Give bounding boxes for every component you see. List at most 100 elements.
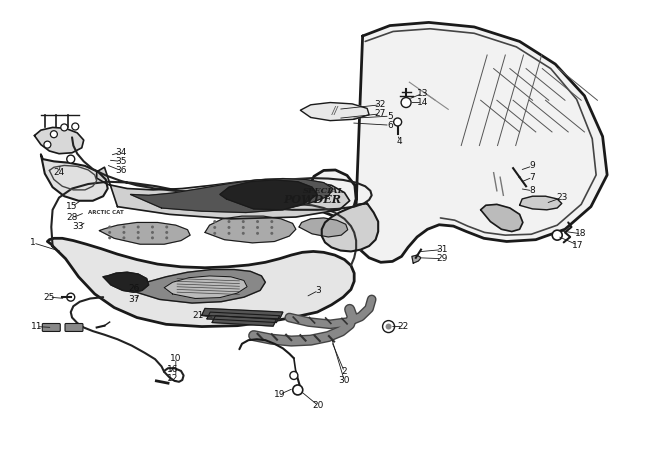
Circle shape xyxy=(44,141,51,148)
Text: ARCTIC CAT: ARCTIC CAT xyxy=(88,210,124,215)
Text: 13: 13 xyxy=(417,89,428,98)
Text: 15: 15 xyxy=(66,202,78,211)
Text: 7: 7 xyxy=(530,173,536,182)
Polygon shape xyxy=(220,180,317,210)
Circle shape xyxy=(136,226,140,228)
Polygon shape xyxy=(97,167,350,219)
Text: 31: 31 xyxy=(436,245,447,254)
FancyBboxPatch shape xyxy=(42,324,60,331)
Text: 3: 3 xyxy=(316,286,321,295)
Circle shape xyxy=(213,232,216,235)
Text: POWDER: POWDER xyxy=(283,194,341,205)
Circle shape xyxy=(401,98,411,108)
Text: 29: 29 xyxy=(436,254,447,263)
Polygon shape xyxy=(412,255,421,263)
Circle shape xyxy=(108,231,111,234)
Circle shape xyxy=(385,324,391,330)
Polygon shape xyxy=(300,103,369,121)
Circle shape xyxy=(213,226,216,229)
Circle shape xyxy=(213,220,216,223)
Text: 28: 28 xyxy=(66,213,78,222)
Text: 11: 11 xyxy=(31,322,42,331)
Circle shape xyxy=(122,231,125,234)
Circle shape xyxy=(136,237,140,239)
Circle shape xyxy=(72,123,79,130)
Text: 35: 35 xyxy=(115,157,127,166)
Circle shape xyxy=(242,226,245,229)
Circle shape xyxy=(122,237,125,239)
Polygon shape xyxy=(34,128,84,153)
Circle shape xyxy=(394,118,402,126)
Text: 17: 17 xyxy=(572,241,584,250)
Text: 14: 14 xyxy=(417,98,428,107)
Text: 1: 1 xyxy=(31,238,36,247)
Text: 8: 8 xyxy=(530,186,536,195)
Text: 2: 2 xyxy=(342,367,347,376)
Circle shape xyxy=(242,220,245,223)
Circle shape xyxy=(60,124,68,131)
Circle shape xyxy=(256,220,259,223)
Circle shape xyxy=(270,220,273,223)
Text: 37: 37 xyxy=(128,295,139,304)
Text: 32: 32 xyxy=(374,100,386,109)
Polygon shape xyxy=(299,218,348,237)
Text: 25: 25 xyxy=(44,293,55,301)
Text: 12: 12 xyxy=(167,374,178,383)
Circle shape xyxy=(136,231,140,234)
Text: 21: 21 xyxy=(193,311,204,320)
Text: 19: 19 xyxy=(274,390,285,399)
Circle shape xyxy=(122,226,125,228)
Circle shape xyxy=(256,226,259,229)
Polygon shape xyxy=(519,196,562,210)
Polygon shape xyxy=(103,272,149,292)
Text: 22: 22 xyxy=(397,322,408,331)
Circle shape xyxy=(270,232,273,235)
Text: 27: 27 xyxy=(374,109,386,118)
Circle shape xyxy=(151,226,154,228)
Circle shape xyxy=(227,226,231,229)
Text: 20: 20 xyxy=(313,401,324,410)
Circle shape xyxy=(51,131,57,138)
Circle shape xyxy=(165,237,168,239)
Polygon shape xyxy=(41,154,108,201)
Polygon shape xyxy=(131,270,265,303)
Text: 26: 26 xyxy=(128,284,139,292)
Text: SPECIAL: SPECIAL xyxy=(303,187,345,195)
Circle shape xyxy=(227,220,231,223)
Polygon shape xyxy=(212,316,276,326)
Text: 34: 34 xyxy=(115,148,126,157)
Polygon shape xyxy=(131,178,333,212)
Circle shape xyxy=(67,155,75,163)
Text: 5: 5 xyxy=(387,112,393,121)
Text: 4: 4 xyxy=(396,137,402,145)
Polygon shape xyxy=(322,203,378,252)
Text: //: // xyxy=(332,106,338,116)
Circle shape xyxy=(67,293,75,301)
Text: 9: 9 xyxy=(530,162,536,170)
Polygon shape xyxy=(480,204,523,232)
Circle shape xyxy=(270,226,273,229)
Text: 6: 6 xyxy=(387,121,393,130)
Text: 23: 23 xyxy=(556,193,567,202)
Circle shape xyxy=(151,237,154,239)
Text: 16: 16 xyxy=(167,365,178,374)
Text: 33: 33 xyxy=(73,222,84,232)
Circle shape xyxy=(383,321,395,333)
Circle shape xyxy=(290,371,298,380)
Circle shape xyxy=(151,231,154,234)
Text: 18: 18 xyxy=(575,229,587,238)
Circle shape xyxy=(242,232,245,235)
Text: 36: 36 xyxy=(115,166,127,175)
Polygon shape xyxy=(99,222,190,244)
Circle shape xyxy=(292,385,303,395)
Circle shape xyxy=(108,226,111,228)
Polygon shape xyxy=(164,276,247,299)
Circle shape xyxy=(227,232,231,235)
Text: 10: 10 xyxy=(170,354,181,363)
Polygon shape xyxy=(47,238,354,326)
Circle shape xyxy=(165,226,168,228)
Text: 24: 24 xyxy=(53,168,65,177)
Circle shape xyxy=(256,232,259,235)
Circle shape xyxy=(108,237,111,239)
Polygon shape xyxy=(205,216,296,243)
